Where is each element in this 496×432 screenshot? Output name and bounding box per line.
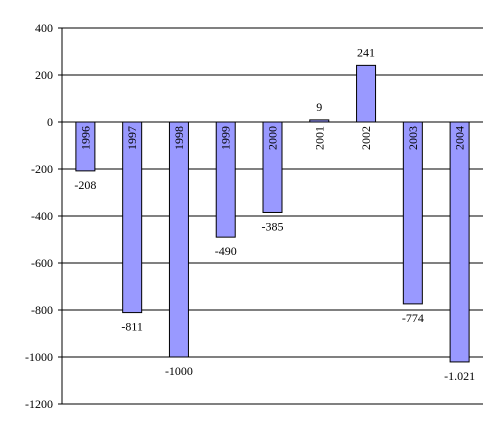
bar [75, 121, 96, 172]
y-tick-label: 200 [35, 68, 53, 82]
x-tick-label: 1999 [219, 126, 233, 150]
y-tick-label: -400 [31, 209, 53, 223]
bar [168, 121, 189, 358]
y-tick-label: -1200 [25, 397, 53, 411]
data-label: -811 [121, 320, 143, 334]
y-tick-label: -200 [31, 162, 53, 176]
data-label: -208 [74, 178, 96, 192]
x-tick-label: 2000 [266, 126, 280, 150]
bar [449, 121, 470, 363]
x-tick-label: 2002 [359, 126, 373, 150]
y-tick-label: -800 [31, 303, 53, 317]
data-label: -774 [402, 311, 424, 325]
data-label: 241 [357, 45, 375, 59]
data-label: -1000 [165, 364, 193, 378]
data-label: -1.021 [444, 369, 475, 383]
x-tick-label: 2003 [406, 126, 420, 150]
bars [75, 64, 470, 363]
bar [309, 119, 330, 123]
y-tick-label: -600 [31, 256, 53, 270]
bar [215, 121, 236, 238]
x-tick-label: 1997 [125, 126, 139, 150]
bar [122, 121, 143, 314]
data-label: -385 [262, 219, 284, 233]
x-tick-label: 1998 [172, 126, 186, 150]
bar [262, 121, 283, 213]
data-label: 9 [316, 100, 322, 114]
x-tick-label: 2001 [312, 126, 326, 150]
labels: 4002000-200-400-600-800-1000-12001996-20… [25, 21, 475, 411]
bar [402, 121, 423, 305]
x-tick-label: 1996 [78, 126, 92, 150]
y-tick-label: -1000 [25, 350, 53, 364]
data-label: -490 [215, 244, 237, 258]
bar [356, 64, 377, 123]
y-tick-label: 0 [47, 115, 53, 129]
y-tick-label: 400 [35, 21, 53, 35]
axes [58, 27, 63, 405]
x-tick-label: 2004 [453, 126, 467, 150]
